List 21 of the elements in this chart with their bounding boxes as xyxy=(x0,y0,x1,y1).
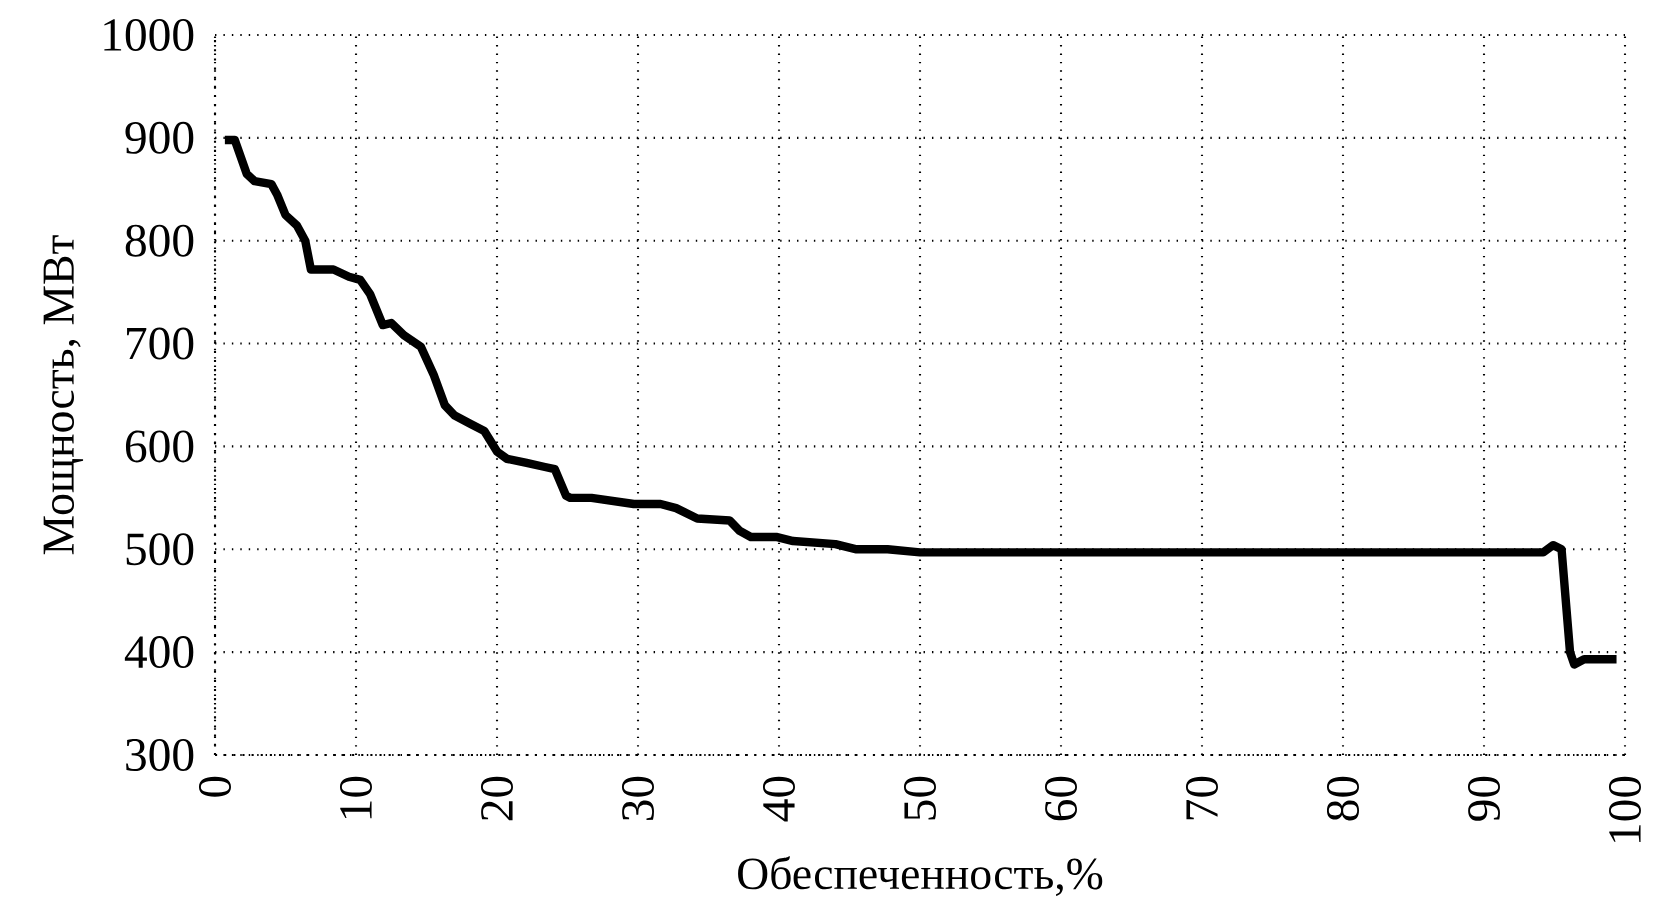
y-tick-label: 600 xyxy=(125,430,194,463)
y-tick-label: 300 xyxy=(126,738,194,771)
y-tick-label: 700 xyxy=(127,327,194,360)
x-tick-label: 40 xyxy=(762,776,795,822)
y-axis-title: Мощность, МВт xyxy=(43,235,84,555)
x-tick-label: 90 xyxy=(1467,776,1500,821)
x-tick-label: 10 xyxy=(339,776,372,819)
x-tick-label: 80 xyxy=(1326,776,1359,821)
x-tick-label: 50 xyxy=(903,776,936,820)
x-tick-label: 70 xyxy=(1185,776,1218,820)
x-tick-label: 60 xyxy=(1044,776,1077,821)
x-tick-label: 100 xyxy=(1608,776,1641,842)
x-tick-label: 20 xyxy=(480,776,513,821)
x-axis-title: Обеспеченность,% xyxy=(738,856,1103,896)
x-tick-label: 0 xyxy=(198,776,231,797)
y-tick-label: 900 xyxy=(125,121,194,154)
y-tick-label: 500 xyxy=(126,533,194,566)
y-tick-label: 400 xyxy=(124,636,194,669)
x-tick-label: 30 xyxy=(621,776,654,821)
y-tick-label: 1000 xyxy=(104,18,194,51)
y-tick-label: 800 xyxy=(125,224,194,257)
